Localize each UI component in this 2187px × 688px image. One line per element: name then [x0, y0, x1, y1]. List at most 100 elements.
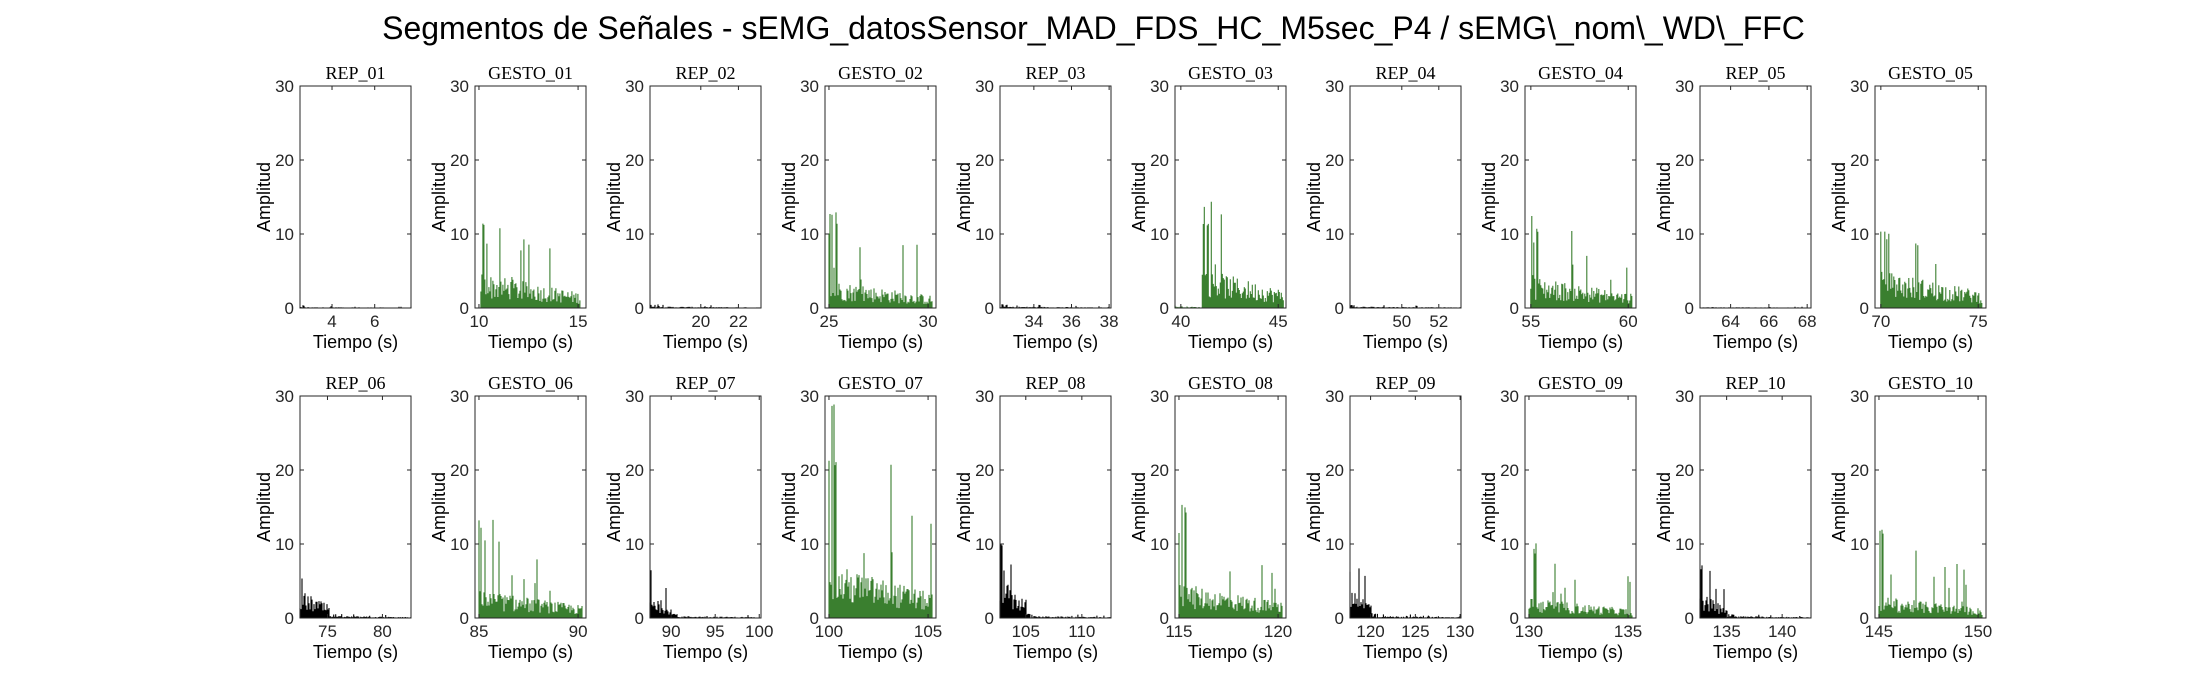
y-axis-label: Amplitud — [1654, 472, 1674, 542]
y-tick-label: 20 — [1500, 461, 1519, 480]
y-axis-label: Amplitud — [1654, 162, 1674, 232]
subplot-title: REP_05 — [1725, 63, 1785, 83]
y-tick-label: 30 — [275, 387, 294, 406]
subplot-rep-10: 0 10 20 30 135 140 REP_10 Tiempo (s) Amplitud — [1654, 373, 1812, 662]
axes-frame — [1174, 395, 1287, 619]
signal-bars — [649, 304, 762, 308]
x-axis-label: Tiempo (s) — [1188, 642, 1273, 662]
y-tick-label: 20 — [975, 461, 994, 480]
axes-frame — [1699, 395, 1812, 619]
signal-bars — [299, 578, 330, 618]
subplot-rep-03: 0 10 20 30 34 36 38 REP_03 Tiempo (s) Amplitud — [954, 63, 1119, 352]
y-tick-label: 30 — [1850, 387, 1869, 406]
x-tick-label: 110 — [1068, 622, 1095, 641]
axes-frame — [1524, 85, 1637, 309]
y-tick-label: 10 — [1500, 225, 1519, 244]
y-tick-label: 30 — [625, 77, 644, 96]
y-tick-label: 20 — [975, 151, 994, 170]
y-tick-label: 10 — [1850, 225, 1869, 244]
y-tick-label: 0 — [1510, 299, 1519, 318]
x-axis-label: Tiempo (s) — [1538, 332, 1623, 352]
subplot-title: REP_06 — [325, 373, 385, 393]
y-axis-label: Amplitud — [604, 162, 624, 232]
signal-bars — [329, 614, 412, 618]
y-tick-label: 0 — [1860, 299, 1869, 318]
x-tick-label: 80 — [373, 622, 392, 641]
subplot-rep-04: 0 10 20 30 50 52 REP_04 Tiempo (s) Amplitud — [1304, 63, 1462, 352]
subplot-title: GESTO_08 — [1188, 373, 1273, 393]
y-tick-label: 30 — [1150, 77, 1169, 96]
x-axis-label: Tiempo (s) — [1363, 332, 1448, 352]
x-tick-label: 95 — [706, 622, 725, 641]
subplot-title: GESTO_07 — [838, 373, 923, 393]
y-tick-label: 10 — [450, 225, 469, 244]
x-axis-label: Tiempo (s) — [663, 332, 748, 352]
y-tick-label: 0 — [635, 299, 644, 318]
y-tick-label: 10 — [1850, 535, 1869, 554]
x-tick-label: 135 — [1712, 622, 1740, 641]
subplot-gesto-04: 0 10 20 30 55 60 GESTO_04 Tiempo (s) Amplitud — [1479, 63, 1638, 352]
x-tick-label: 90 — [662, 622, 681, 641]
subplot-rep-02: 0 10 20 30 20 22 REP_02 Tiempo (s) Amplitud — [604, 63, 762, 352]
y-axis-label: Amplitud — [604, 472, 624, 542]
y-axis-label: Amplitud — [429, 472, 449, 542]
subplot-gesto-03: 0 10 20 30 40 45 GESTO_03 Tiempo (s) Amplitud — [1129, 63, 1288, 352]
y-tick-label: 20 — [800, 151, 819, 170]
y-axis-label: Amplitud — [1304, 472, 1324, 542]
y-tick-label: 20 — [450, 151, 469, 170]
y-tick-label: 10 — [625, 535, 644, 554]
x-tick-label: 105 — [1012, 622, 1040, 641]
x-tick-label: 52 — [1429, 312, 1448, 331]
subplot-title: REP_09 — [1375, 373, 1435, 393]
x-axis-label: Tiempo (s) — [663, 642, 748, 662]
x-tick-label: 66 — [1759, 312, 1778, 331]
x-tick-label: 120 — [1356, 622, 1384, 641]
subplot-title: GESTO_04 — [1538, 63, 1623, 83]
signal-bars — [1530, 216, 1633, 308]
y-axis-label: Amplitud — [429, 162, 449, 232]
x-tick-label: 125 — [1401, 622, 1429, 641]
y-tick-label: 0 — [460, 609, 469, 628]
x-axis-label: Tiempo (s) — [1013, 642, 1098, 662]
y-tick-label: 30 — [975, 387, 994, 406]
y-tick-label: 20 — [1500, 151, 1519, 170]
y-tick-label: 0 — [285, 609, 294, 628]
x-axis-label: Tiempo (s) — [1888, 642, 1973, 662]
y-tick-label: 20 — [625, 151, 644, 170]
x-axis-label: Tiempo (s) — [1888, 332, 1973, 352]
subplot-title: REP_07 — [675, 373, 735, 393]
y-tick-label: 0 — [1685, 609, 1694, 628]
y-tick-label: 20 — [1150, 461, 1169, 480]
x-tick-label: 100 — [745, 622, 773, 641]
y-tick-label: 10 — [1675, 225, 1694, 244]
x-axis-label: Tiempo (s) — [488, 332, 573, 352]
x-tick-label: 40 — [1171, 312, 1190, 331]
y-tick-label: 30 — [1150, 387, 1169, 406]
x-tick-label: 100 — [815, 622, 843, 641]
y-axis-label: Amplitud — [779, 162, 799, 232]
x-tick-label: 145 — [1865, 622, 1893, 641]
y-tick-label: 30 — [1850, 77, 1869, 96]
axes-frame — [999, 85, 1112, 309]
x-axis-label: Tiempo (s) — [1363, 642, 1448, 662]
signal-bars — [478, 519, 583, 618]
x-tick-label: 120 — [1264, 622, 1292, 641]
x-tick-label: 60 — [1619, 312, 1638, 331]
x-tick-label: 10 — [470, 312, 489, 331]
subplot-rep-06: 0 10 20 30 75 80 REP_06 Tiempo (s) Amplitud — [254, 373, 412, 662]
axes-frame — [1349, 85, 1462, 309]
signal-bars — [671, 613, 761, 618]
y-tick-label: 0 — [635, 609, 644, 628]
axes-frame — [474, 85, 587, 309]
signal-bars — [1178, 504, 1283, 618]
x-tick-label: 75 — [318, 622, 337, 641]
y-axis-label: Amplitud — [254, 472, 274, 542]
y-tick-label: 0 — [985, 609, 994, 628]
x-axis-label: Tiempo (s) — [488, 642, 573, 662]
x-tick-label: 140 — [1768, 622, 1796, 641]
x-axis-label: Tiempo (s) — [313, 332, 398, 352]
y-tick-label: 20 — [1325, 461, 1344, 480]
y-tick-label: 10 — [275, 535, 294, 554]
y-tick-label: 30 — [1675, 77, 1694, 96]
